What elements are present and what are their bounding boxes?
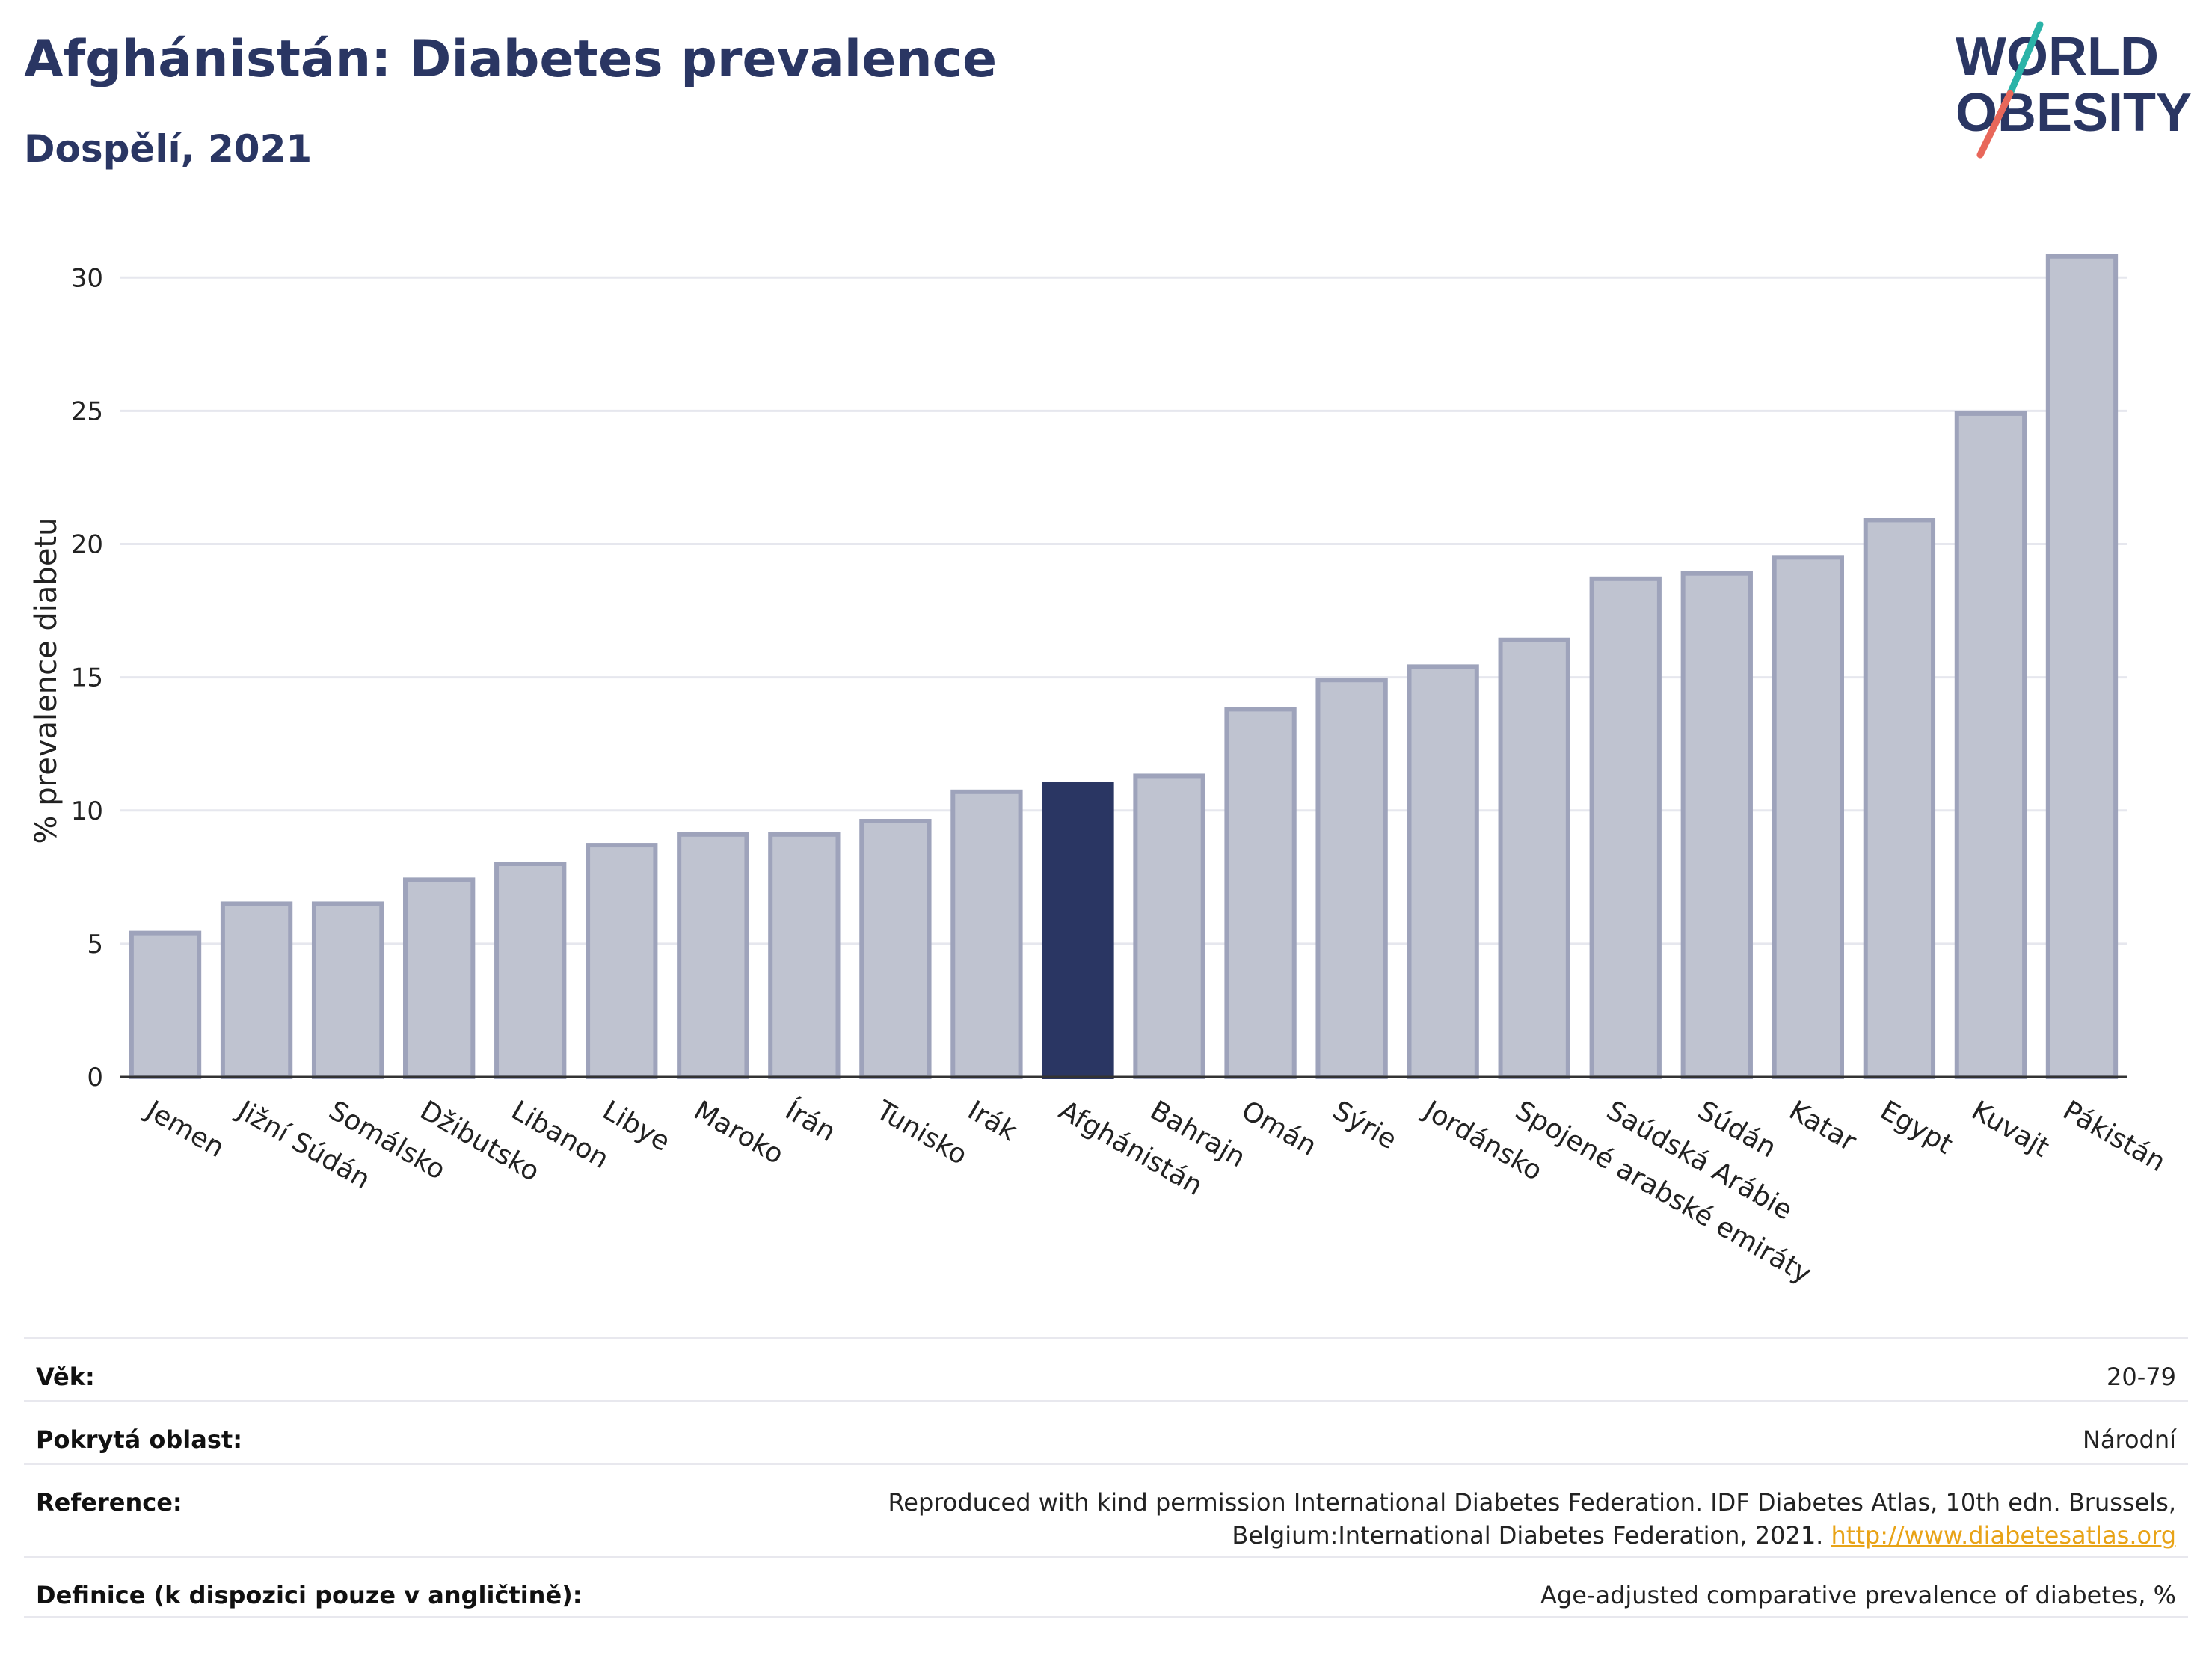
y-tick-label: 5 bbox=[87, 930, 103, 959]
logo-slash-teal bbox=[2006, 21, 2044, 97]
bar-highlighted bbox=[1042, 782, 1114, 1079]
x-tick-label: Tunisko bbox=[870, 1095, 972, 1171]
x-tick-label: Jemen bbox=[140, 1094, 230, 1164]
x-tick-label: Egypt bbox=[1875, 1095, 1957, 1160]
chart-subtitle: Dospělí, 2021 bbox=[24, 127, 313, 171]
bar bbox=[1133, 773, 1205, 1079]
info-value-text: Reproduced with kind permission Internat… bbox=[888, 1488, 2177, 1550]
bar bbox=[494, 862, 567, 1079]
bar bbox=[220, 901, 293, 1079]
x-tick-label: Maroko bbox=[689, 1095, 789, 1170]
info-label: Věk: bbox=[36, 1363, 95, 1391]
info-row: Věk: 20-79 bbox=[24, 1337, 2188, 1400]
info-value: Age-adjusted comparative prevalence of d… bbox=[1540, 1579, 2176, 1612]
bar bbox=[403, 877, 476, 1079]
x-tick-label: Katar bbox=[1784, 1095, 1861, 1158]
chart-title: Afghánistán: Diabetes prevalence bbox=[24, 30, 998, 89]
info-label: Definice (k dispozici pouze v angličtině… bbox=[36, 1581, 583, 1609]
x-tick-label: Omán bbox=[1236, 1095, 1321, 1162]
y-tick-label: 20 bbox=[71, 530, 103, 560]
info-label: Reference: bbox=[36, 1488, 182, 1517]
bars bbox=[129, 254, 2119, 1079]
logo-text-obesity: OBESITY bbox=[1956, 83, 2192, 143]
x-tick-label: Irák bbox=[962, 1095, 1022, 1147]
y-axis-ticks: 0 5 10 15 20 25 30 bbox=[71, 263, 103, 1093]
logo-text-world: WORLD bbox=[1956, 27, 2159, 87]
x-tick-label: Kuvajt bbox=[1966, 1095, 2054, 1164]
info-row: Reference: Reproduced with kind permissio… bbox=[24, 1463, 2188, 1556]
bar bbox=[1772, 555, 1844, 1079]
y-tick-label: 10 bbox=[71, 796, 103, 826]
bar bbox=[1224, 707, 1297, 1079]
info-value-text: Age-adjusted comparative prevalence of d… bbox=[1540, 1581, 2176, 1609]
bar bbox=[129, 930, 202, 1079]
info-value: 20-79 bbox=[2107, 1360, 2176, 1393]
y-axis-label: % prevalence diabetu bbox=[29, 518, 64, 844]
bar bbox=[1863, 518, 1936, 1079]
bar bbox=[859, 819, 932, 1079]
bar bbox=[677, 832, 749, 1079]
bar bbox=[2045, 254, 2119, 1079]
bar bbox=[311, 901, 384, 1079]
y-tick-label: 15 bbox=[71, 663, 103, 693]
x-tick-label: Írán bbox=[780, 1094, 841, 1148]
info-value-text: Národní bbox=[2082, 1425, 2176, 1454]
reference-link[interactable]: http://www.diabetesatlas.org bbox=[1831, 1521, 2176, 1550]
bar bbox=[1407, 664, 1479, 1079]
x-axis-labels: Jemen Jižní SúdánSomálskoDžibutskoLibanon… bbox=[140, 1094, 2171, 1289]
bar bbox=[1589, 576, 1662, 1079]
logo-slash-coral bbox=[1976, 90, 2014, 159]
x-tick-label: Pákistán bbox=[2057, 1095, 2170, 1178]
bar bbox=[586, 843, 658, 1079]
info-value: Reproduced with kind permission Internat… bbox=[643, 1486, 2177, 1552]
world-obesity-logo: WORLD OBESITY bbox=[1956, 21, 2192, 159]
info-value: Národní bbox=[2083, 1423, 2176, 1456]
y-tick-label: 25 bbox=[71, 396, 103, 426]
bar bbox=[1315, 678, 1388, 1079]
info-value-text: 20-79 bbox=[2107, 1363, 2176, 1391]
bar-chart: 0 5 10 15 20 25 30 Jemen Jižní SúdánSomálskoDži… bbox=[29, 254, 2171, 1290]
y-tick-label: 30 bbox=[71, 263, 103, 293]
bar bbox=[768, 832, 841, 1079]
info-label: Pokrytá oblast: bbox=[36, 1425, 242, 1454]
y-tick-label: 0 bbox=[87, 1063, 103, 1093]
x-tick-label: Sýrie bbox=[1327, 1095, 1401, 1155]
bar bbox=[950, 789, 1023, 1079]
info-row: Definice (k dispozici pouze v angličtině… bbox=[24, 1556, 2188, 1618]
info-row: Pokrytá oblast: Národní bbox=[24, 1400, 2188, 1463]
info-table: Věk: 20-79 Pokrytá oblast: Národní Reference… bbox=[24, 1337, 2188, 1618]
bar bbox=[1680, 571, 1753, 1079]
bar bbox=[1954, 411, 2027, 1079]
bar bbox=[1498, 637, 1570, 1079]
